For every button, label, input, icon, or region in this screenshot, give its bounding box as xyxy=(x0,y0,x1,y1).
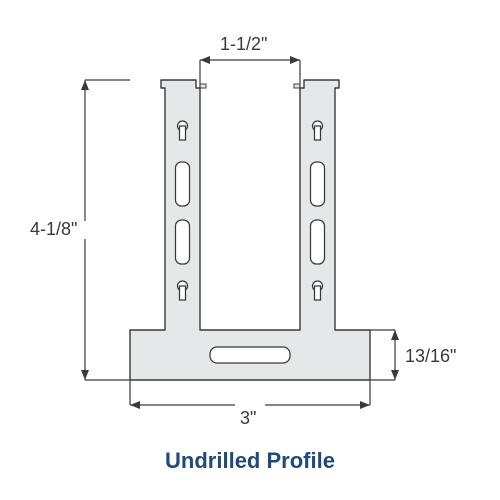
diagram-stage: 4-1/8" 1-1/2" 3" 13/16" Undrilled Profile xyxy=(0,0,500,500)
svg-text:1-1/2": 1-1/2" xyxy=(220,34,267,54)
svg-text:3": 3" xyxy=(240,408,256,428)
svg-text:13/16": 13/16" xyxy=(405,346,456,366)
diagram-caption: Undrilled Profile xyxy=(0,448,500,474)
profile-outline xyxy=(130,80,370,380)
profile-svg: 4-1/8" 1-1/2" 3" 13/16" xyxy=(0,0,500,500)
svg-text:4-1/8": 4-1/8" xyxy=(30,219,77,239)
